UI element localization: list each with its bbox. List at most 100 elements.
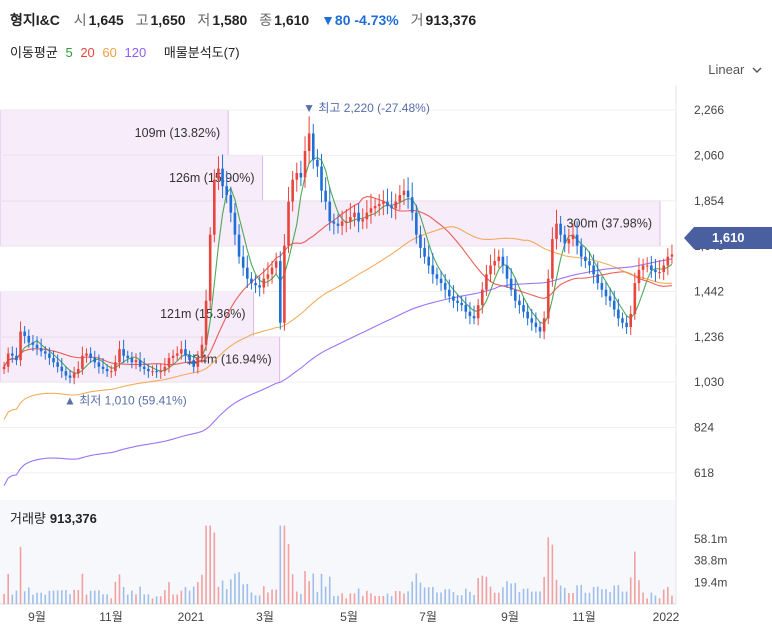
volume-profile-label: 109m (13.82%) <box>135 126 220 140</box>
candle-body <box>175 353 179 356</box>
volume-bar <box>576 585 578 604</box>
volume-bar <box>48 590 51 604</box>
candle-body <box>241 256 245 268</box>
candle-body <box>76 368 80 374</box>
candle-body <box>68 375 72 378</box>
volume-bar <box>151 598 154 604</box>
volume-bar <box>629 577 632 604</box>
candle-body <box>237 234 241 257</box>
moving-average-line <box>3 258 673 486</box>
volume-bar <box>250 592 253 604</box>
current-price-tag: 1,610 <box>684 227 772 249</box>
volume-bar <box>609 592 611 604</box>
volume-bar <box>110 598 113 604</box>
volume-bar <box>361 595 364 604</box>
stock-name: 형지I&C <box>10 12 60 28</box>
candle-body <box>670 254 674 257</box>
candle-body <box>654 269 657 273</box>
candle-body <box>439 278 443 284</box>
volume-bar <box>592 586 595 604</box>
candle-body <box>357 212 360 222</box>
volume-bar <box>514 582 517 604</box>
volume-bar <box>469 591 471 604</box>
volume-bar <box>625 591 628 604</box>
candle-body <box>155 371 158 373</box>
candle-body <box>493 261 496 266</box>
volume-bar <box>526 588 529 604</box>
volume-bar <box>580 584 583 604</box>
candle-body <box>489 265 492 275</box>
volume-bar <box>197 582 199 604</box>
candle-body <box>538 327 542 332</box>
volume-bar <box>308 581 310 604</box>
candle-body <box>320 166 323 191</box>
volume-bar <box>518 592 521 604</box>
ma-120[interactable]: 120 <box>124 45 147 60</box>
candle-body <box>608 296 612 301</box>
volume-bar <box>271 589 273 604</box>
candle-body <box>48 353 51 358</box>
volume-bar <box>89 590 92 604</box>
candle-body <box>427 256 430 266</box>
volume-bar <box>489 586 492 604</box>
candle-body <box>637 269 641 284</box>
ma-5[interactable]: 5 <box>65 45 73 60</box>
candle-body <box>501 256 505 266</box>
candle-body <box>328 201 332 222</box>
volume-bar <box>155 596 158 604</box>
candle-body <box>584 256 587 262</box>
volume-bar <box>667 586 669 604</box>
candle-body <box>43 351 47 354</box>
volume-bar <box>85 594 88 604</box>
candle-body <box>563 234 567 244</box>
x-tick-label: 3월 <box>256 610 274 624</box>
ma-20[interactable]: 20 <box>80 45 95 60</box>
candle-body <box>353 212 356 218</box>
y-tick-label: 824 <box>694 420 714 434</box>
volume-bar <box>407 591 409 604</box>
volume-bar <box>506 581 508 604</box>
volume-tick-label: 38.8m <box>694 554 727 568</box>
candle-body <box>97 362 101 367</box>
volume-bar <box>201 574 203 604</box>
volume-bar <box>69 594 71 604</box>
volume-bar <box>312 573 315 604</box>
volume-bar <box>333 595 335 604</box>
volume-bar <box>93 590 96 604</box>
candle-body <box>509 278 513 290</box>
volume-bar <box>184 587 187 604</box>
chevron-down-icon <box>752 62 762 77</box>
scale-dropdown[interactable]: Linear <box>708 62 762 77</box>
candle-body <box>213 179 216 235</box>
volume-title: 거래량 913,376 <box>10 508 97 527</box>
candle-body <box>373 206 377 209</box>
candle-body <box>250 278 253 284</box>
volume-bar <box>3 593 5 604</box>
candle-body <box>101 366 105 369</box>
candle-body <box>233 212 237 235</box>
candle-body <box>588 261 591 266</box>
candle-body <box>246 267 249 279</box>
candle-body <box>472 316 476 319</box>
candle-body <box>184 349 187 356</box>
candle-body <box>11 353 14 356</box>
volume-bar <box>596 586 599 604</box>
candle-body <box>336 223 340 226</box>
volume-bar <box>345 598 348 604</box>
candle-body <box>270 267 274 275</box>
candle-body <box>340 221 344 226</box>
candle-body <box>142 366 146 369</box>
volume-profile-toggle[interactable]: 매물분석도(7) <box>163 45 240 60</box>
candle-body <box>114 362 117 372</box>
candle-body <box>151 371 154 373</box>
volume-bar <box>262 586 265 604</box>
volume-bar <box>81 573 84 604</box>
candle-body <box>221 168 224 187</box>
candle-body <box>365 212 369 220</box>
volume-bar <box>671 595 673 604</box>
candle-body <box>316 159 319 167</box>
candle-body <box>476 305 480 319</box>
volume-bar <box>502 587 504 604</box>
ma-60[interactable]: 60 <box>102 45 117 60</box>
